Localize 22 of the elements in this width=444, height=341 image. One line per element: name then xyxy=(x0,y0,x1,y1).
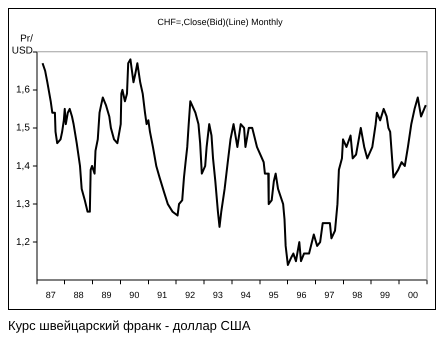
x-tick-label: 94 xyxy=(240,290,251,300)
y-tick-label: 1,6 xyxy=(16,84,30,96)
x-tick-label: 90 xyxy=(129,290,140,300)
x-tick-label: 98 xyxy=(352,290,362,300)
y-tick-label: 1,4 xyxy=(16,160,30,172)
y-tick-label: 1,3 xyxy=(16,198,30,210)
chart-title: CHF=,Close(Bid)(Line) Monthly xyxy=(157,16,284,27)
x-tick-label: 95 xyxy=(268,290,279,300)
y-tick-label: 1,5 xyxy=(16,122,30,134)
x-tick-label: 00 xyxy=(408,290,418,300)
x-tick-label: 91 xyxy=(157,290,168,300)
x-tick-label: 97 xyxy=(324,290,334,300)
x-tick-label: 96 xyxy=(296,290,307,300)
text: Курс швейцарский франк - доллар США xyxy=(8,318,252,333)
x-tick-label: 89 xyxy=(101,290,112,300)
x-tick-label: 88 xyxy=(74,290,84,300)
x-tick-label: 92 xyxy=(185,290,196,300)
x-tick-label: 87 xyxy=(46,290,56,300)
x-tick-label: 99 xyxy=(380,290,390,300)
x-tick-label: 93 xyxy=(212,290,223,300)
y-tick-label: 1,2 xyxy=(16,236,30,248)
y-axis-title: Pr/ USD xyxy=(12,34,34,57)
